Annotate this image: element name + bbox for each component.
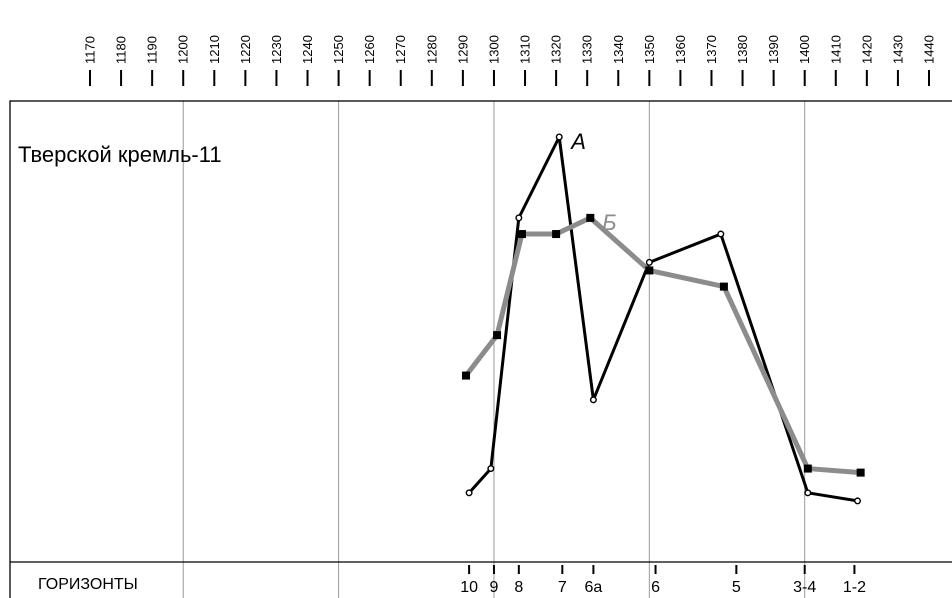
year-label: 1440	[922, 35, 937, 64]
horizon-label: 6а	[585, 579, 603, 596]
plot-frame	[9, 100, 952, 598]
year-label: 1170	[83, 36, 98, 64]
series-point	[515, 214, 523, 222]
horizon-label: 8	[514, 579, 523, 596]
series-point	[717, 230, 725, 238]
year-label: 1300	[486, 35, 501, 64]
year-label: 1370	[704, 35, 719, 64]
year-label: 1330	[580, 35, 595, 64]
horizon-ticks: 10 9 8 7 6а 6 5 3-4 1-2	[460, 565, 866, 596]
series-point	[803, 464, 812, 473]
year-axis: 1170 1180 1190 1200 1210 1220 1230 1240 1250 1260…	[83, 35, 937, 86]
year-label: 1270	[393, 35, 408, 64]
series-point	[517, 230, 526, 239]
year-label: 1340	[611, 35, 626, 64]
year-label: 1220	[238, 35, 253, 64]
year-label: 1420	[859, 35, 874, 64]
series-point	[719, 282, 728, 291]
year-label: 1260	[362, 35, 377, 64]
year-label: 1230	[269, 35, 284, 64]
series-name-label: А	[569, 129, 586, 154]
series-point	[487, 465, 495, 473]
series-point	[645, 266, 654, 275]
year-label: 1390	[766, 35, 781, 64]
series-point	[555, 133, 563, 141]
series-point	[645, 258, 653, 266]
series-point	[461, 371, 470, 380]
horizons-label: ГОРИЗОНТЫ	[38, 576, 138, 593]
year-label: 1410	[828, 35, 843, 64]
series-point	[465, 489, 473, 497]
horizon-label: 5	[732, 579, 741, 596]
year-label: 1350	[642, 35, 657, 64]
horizon-label: 9	[490, 579, 499, 596]
year-label: 1430	[890, 35, 905, 64]
horizon-label: 3-4	[793, 579, 816, 596]
year-label: 1240	[300, 35, 315, 64]
series-point	[856, 468, 865, 477]
year-label: 1250	[331, 35, 346, 64]
series-point	[854, 497, 862, 505]
grid	[182, 101, 806, 598]
year-label: 1320	[549, 35, 564, 64]
series-point	[586, 213, 595, 222]
chart-title: Тверской кремль-11	[18, 142, 222, 167]
year-label: 1200	[176, 35, 191, 64]
horizon-label: 1-2	[843, 579, 866, 596]
series-point	[804, 489, 812, 497]
series-name-label: Б	[602, 210, 616, 235]
year-label: 1180	[114, 36, 129, 64]
year-label: 1210	[207, 35, 222, 64]
series-point	[493, 331, 502, 340]
year-label: 1280	[424, 35, 439, 64]
horizon-label: 7	[558, 579, 567, 596]
year-label: 1380	[735, 35, 750, 64]
series-point	[552, 230, 561, 239]
year-label: 1290	[455, 35, 470, 64]
horizon-label: 6	[651, 579, 660, 596]
series-point	[589, 396, 597, 404]
series-layer: АБ	[461, 129, 865, 505]
year-label: 1310	[518, 35, 533, 64]
year-label: 1190	[145, 36, 160, 64]
year-label: 1360	[673, 35, 688, 64]
horizon-label: 10	[460, 579, 478, 596]
year-label: 1400	[797, 35, 812, 64]
